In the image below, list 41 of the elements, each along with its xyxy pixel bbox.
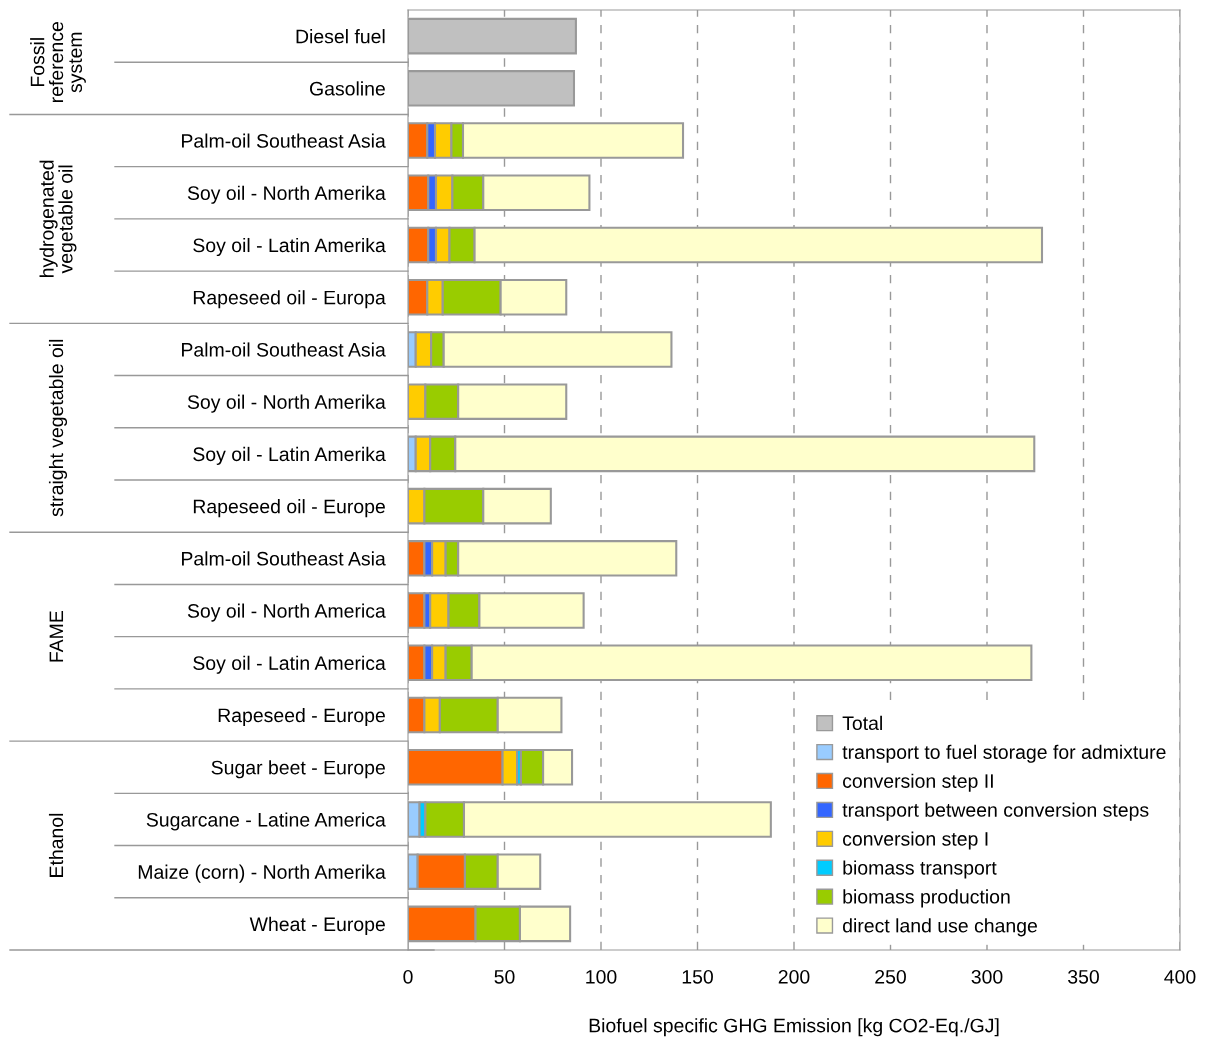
x-tick-label: 300: [971, 969, 1003, 984]
y-tick-label: Soy oil - Latin America: [193, 655, 386, 674]
y-tick-label: Rapeseed - Europe: [218, 707, 385, 727]
x-axis-title: Biofuel specific GHG Emission [kg CO2-Eq./GJ]: [589, 1018, 999, 1037]
y-tick-label: Gasoline: [310, 81, 385, 96]
x-tick-label: 0: [403, 969, 413, 984]
legend-label: biomass production: [843, 889, 1010, 908]
text: FAME: [49, 611, 64, 662]
x-tick-label: 350: [1068, 969, 1099, 984]
y-tick-label: Palm-oil Southeast Asia: [182, 342, 386, 357]
legend-label: transport between conversion steps: [842, 802, 1149, 821]
text: hydrogenated vegetable oil: [39, 160, 77, 277]
y-tick-label: Soy oil - North Amerika: [187, 185, 386, 204]
y-tick-label: Soy oil - Latin Amerika: [193, 237, 386, 257]
y-tick-label: Soy oil - Latin Amerika: [193, 446, 386, 465]
y-tick-label: Maize (corn) - North Amerika: [138, 864, 386, 883]
y-tick-label: Soy oil - North Amerika: [187, 394, 386, 413]
x-tick-label: 50: [494, 969, 515, 984]
y-tick-label: Diesel fuel: [296, 29, 385, 44]
legend-label: direct land use change: [843, 918, 1037, 937]
legend-label: conversion step I: [843, 831, 988, 850]
text: straight vegetable oil: [48, 339, 68, 517]
text: Fossil reference system: [30, 22, 86, 102]
legend-label: biomass transport: [843, 860, 997, 879]
y-tick-label: Rapeseed oil - Europa: [193, 290, 386, 309]
y-tick-label: Rapeseed oil - Europe: [193, 499, 385, 518]
y-tick-label: Soy oil - North America: [187, 603, 386, 622]
x-tick-label: 200: [778, 969, 810, 984]
y-tick-label: Palm-oil Southeast Asia: [182, 133, 386, 148]
legend-label: Total: [842, 715, 882, 731]
x-tick-label: 400: [1164, 969, 1196, 984]
x-tick-label: 250: [875, 969, 906, 984]
y-tick-label: Wheat - Europe: [249, 916, 385, 935]
y-tick-label: Sugarcane - Latine America: [146, 812, 386, 831]
legend-label: conversion step II: [843, 773, 993, 792]
legend-label: transport to fuel storage for admixture: [842, 744, 1166, 763]
x-tick-label: 100: [586, 969, 617, 984]
x-tick-label: 150: [682, 969, 713, 984]
y-tick-label: Palm-oil Southeast Asia: [182, 551, 386, 566]
y-tick-label: Sugar beet - Europe: [211, 760, 385, 779]
text: Ethanol: [48, 813, 64, 877]
